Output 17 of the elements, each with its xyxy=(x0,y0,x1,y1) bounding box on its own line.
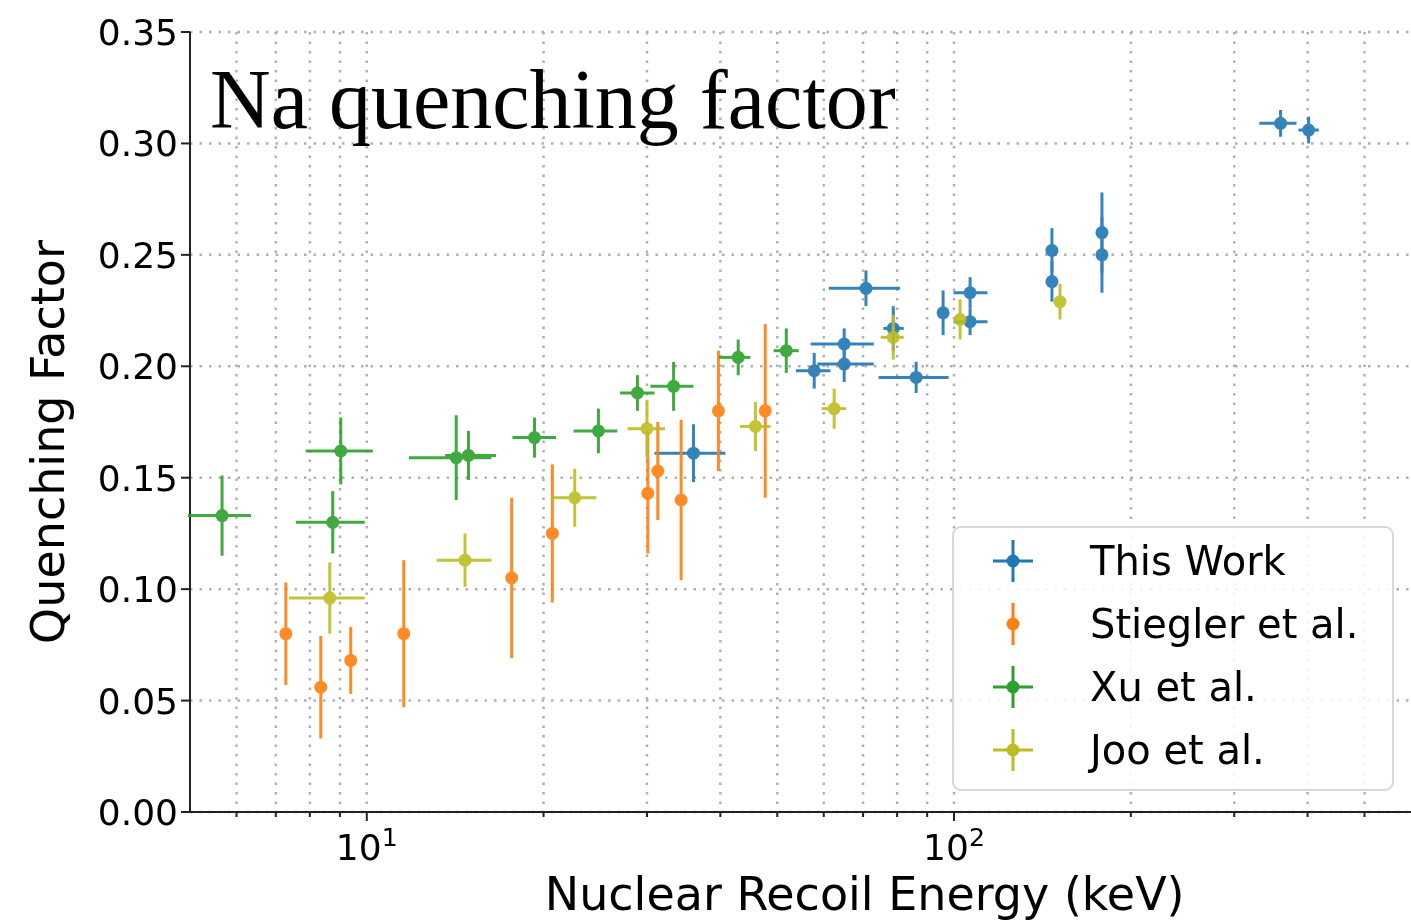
y-axis-title: Quenching Factor xyxy=(21,240,75,644)
y-tick-label: 0.15 xyxy=(97,457,178,499)
y-tick-label: 0.05 xyxy=(97,680,178,722)
chart-title: Na quenching factor xyxy=(210,53,896,146)
legend-label: Xu et al. xyxy=(1090,664,1257,710)
x-axis-title: Nuclear Recoil Energy (keV) xyxy=(544,867,1185,921)
y-tick-label: 0.00 xyxy=(97,792,178,833)
legend-label: This Work xyxy=(1089,538,1287,584)
y-tick-label: 0.20 xyxy=(97,346,178,388)
x-tick-label: 10$^{2}$ xyxy=(923,822,985,868)
x-tick-label: 10$^{1}$ xyxy=(335,822,398,868)
y-tick-label: 0.25 xyxy=(97,234,178,276)
y-tick-label: 0.10 xyxy=(97,569,178,611)
y-tick-label: 0.30 xyxy=(97,123,178,165)
legend-label: Stiegler et al. xyxy=(1090,601,1359,647)
y-tick-label: 0.35 xyxy=(97,12,178,53)
legend-label: Joo et al. xyxy=(1087,727,1265,773)
